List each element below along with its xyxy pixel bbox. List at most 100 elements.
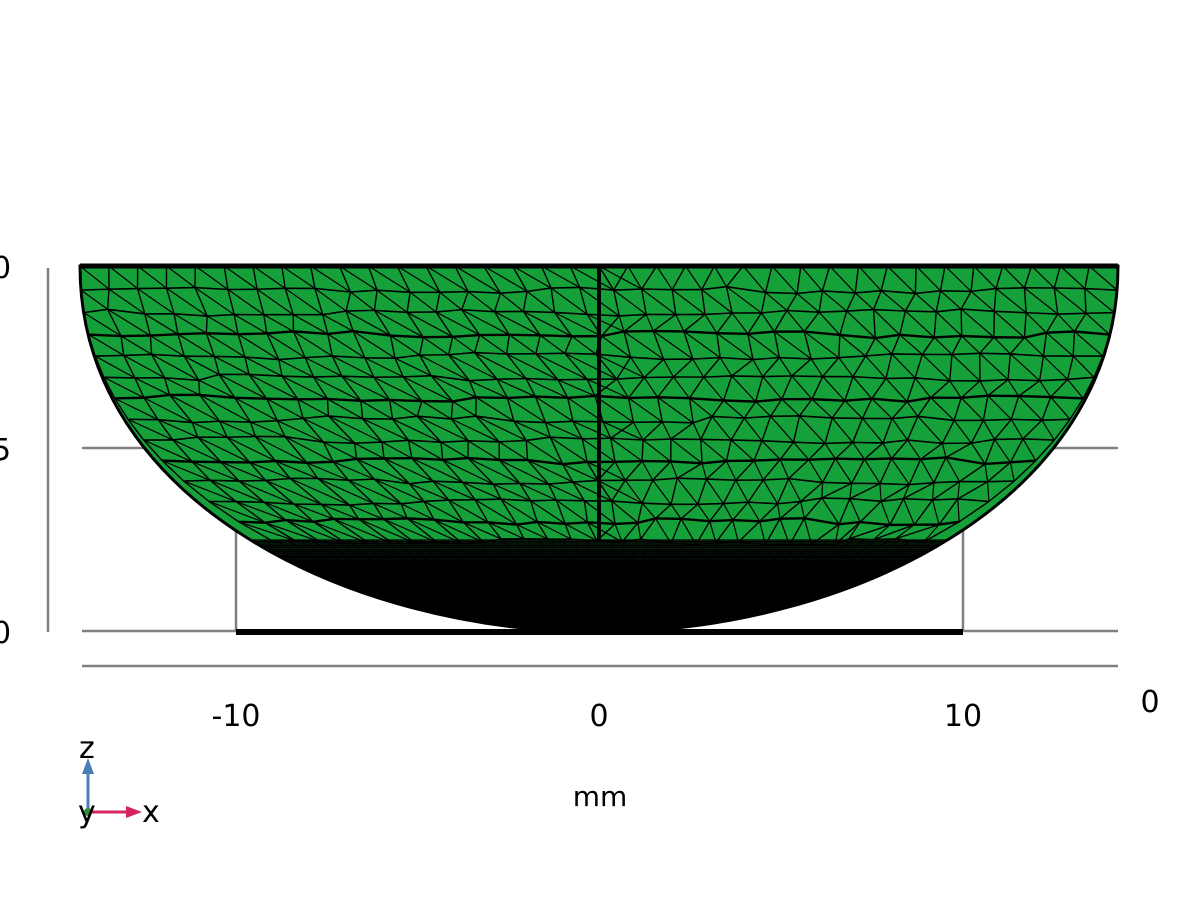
mesh-edge: [219, 420, 256, 438]
mesh-edge: [441, 440, 469, 444]
mesh-dense-bottom: [200, 539, 1000, 632]
mesh-edge: [389, 335, 396, 359]
mesh-edge: [209, 479, 237, 503]
mesh-edge: [676, 462, 703, 479]
mesh-edge: [238, 332, 267, 336]
mesh-edge: [234, 397, 252, 423]
mesh-edge: [323, 441, 355, 444]
mesh-edge: [512, 266, 552, 289]
mesh-edge: [1022, 438, 1055, 441]
z-tick-label-top: 0: [0, 251, 11, 286]
mesh-edge: [675, 314, 685, 332]
mesh-edge: [623, 331, 664, 360]
mesh-edge: [822, 290, 856, 294]
mesh-edge-dense: [455, 539, 521, 632]
triad-x-label: x: [142, 795, 160, 830]
mesh-edge: [662, 421, 694, 424]
mesh-edge: [661, 421, 672, 440]
mesh-edge: [519, 482, 557, 501]
mesh-edge: [657, 396, 694, 424]
mesh-edge: [265, 398, 279, 421]
mesh-edge: [1050, 378, 1069, 398]
mesh-edge: [281, 266, 316, 289]
mesh-edge: [198, 373, 220, 382]
mesh-edge: [610, 437, 644, 441]
mesh-edge: [475, 415, 500, 443]
mesh-edge: [442, 459, 464, 483]
mesh-edge: [227, 289, 265, 316]
mesh-edge: [960, 380, 981, 399]
mesh-edge: [317, 477, 350, 506]
mesh-edge: [957, 481, 961, 499]
mesh-edge: [321, 504, 334, 520]
mesh-edge: [799, 415, 826, 444]
mesh-edge: [1085, 311, 1115, 315]
mesh-edge: [770, 415, 794, 443]
mesh-edge: [161, 460, 185, 482]
mesh-edge: [732, 518, 760, 523]
mesh-edge: [711, 400, 725, 417]
mesh-edge-dense: [527, 539, 561, 632]
mesh-edge: [303, 415, 329, 420]
mesh-edge: [548, 481, 574, 485]
mesh-edge: [689, 397, 713, 417]
mesh-edge: [695, 520, 711, 545]
mesh-edge: [400, 503, 408, 519]
mesh-edge: [467, 440, 500, 461]
mesh-edge: [995, 266, 1004, 289]
mesh-edge: [642, 502, 672, 506]
mesh-edge: [852, 355, 867, 378]
mesh-edge: [448, 354, 498, 380]
mesh-edge: [890, 458, 910, 485]
mesh-edge: [452, 333, 480, 339]
mesh-edge: [150, 332, 179, 337]
mesh-edge: [539, 334, 566, 354]
mesh-edge: [587, 521, 623, 543]
mesh-edge: [874, 337, 893, 355]
mesh-edge: [996, 287, 1025, 290]
mesh-edge: [143, 439, 163, 462]
mesh-edge: [933, 336, 953, 355]
mesh-edge: [411, 457, 434, 482]
mesh-edge-dense: [612, 539, 625, 632]
mesh-edge: [519, 483, 532, 502]
mesh-edge: [793, 441, 810, 461]
mesh-edge: [526, 287, 552, 293]
mesh-edge: [1057, 312, 1086, 315]
mesh-edge: [1041, 418, 1071, 421]
mesh-edge: [496, 378, 509, 399]
mesh-edge: [527, 459, 574, 483]
mesh-edge: [944, 266, 972, 292]
mesh-edge: [657, 376, 674, 398]
mesh-edge: [935, 290, 942, 312]
mesh-edge: [779, 356, 812, 360]
mesh-edge: [752, 359, 764, 377]
mesh-edge: [562, 460, 588, 466]
mesh-edge: [616, 378, 630, 399]
mesh-edge: [692, 415, 713, 424]
mesh-edge: [177, 333, 215, 357]
mesh-edge: [197, 436, 222, 463]
mesh-edge: [525, 378, 537, 397]
mesh-edge: [462, 481, 494, 485]
mesh-edge: [844, 400, 863, 419]
mesh-edge: [961, 334, 994, 339]
mesh-edge: [487, 521, 525, 540]
mesh-edge: [571, 335, 597, 355]
mesh-edge: [500, 292, 524, 312]
mesh-edge: [1039, 378, 1068, 382]
mesh-edge: [672, 376, 690, 399]
mesh-edge: [914, 266, 917, 294]
mesh-edge: [722, 375, 733, 401]
mesh-edge: [214, 355, 250, 375]
mesh-edge: [572, 420, 611, 439]
mesh-edge: [207, 313, 235, 317]
x-edge-tick-label: 0: [1140, 685, 1159, 720]
mesh-edge: [735, 460, 755, 481]
mesh-edge-dense: [575, 539, 587, 632]
mesh-edge: [218, 373, 267, 400]
mesh-edge: [670, 478, 678, 505]
mesh-edge: [852, 375, 887, 380]
mesh-edge: [788, 478, 802, 502]
